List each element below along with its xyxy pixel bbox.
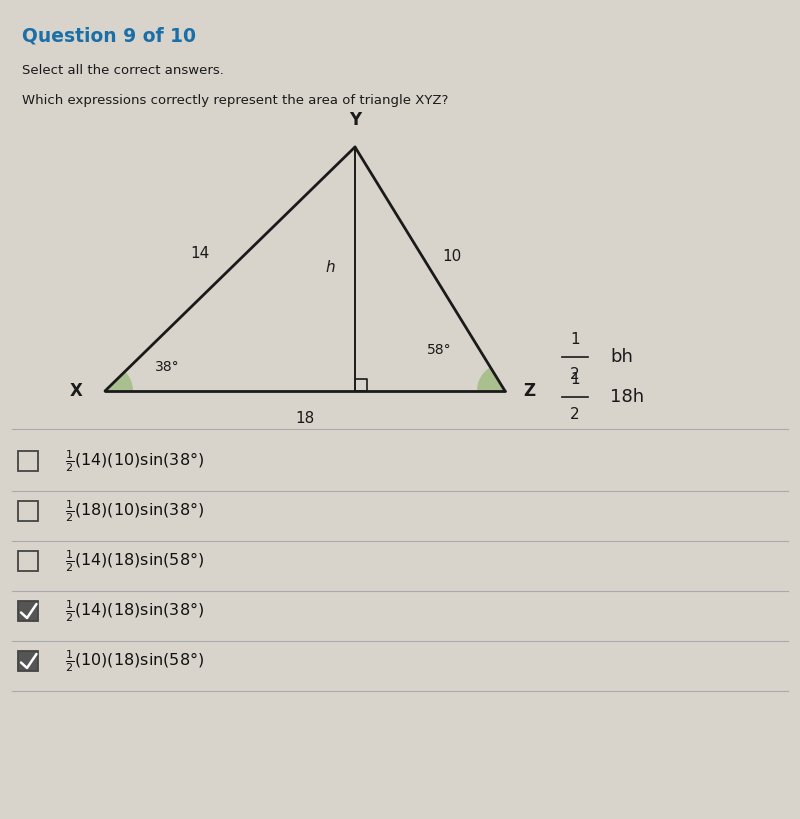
- Text: $\frac{1}{2}(18)(10)\sin(38°)$: $\frac{1}{2}(18)(10)\sin(38°)$: [65, 498, 204, 524]
- Text: 1: 1: [570, 372, 580, 387]
- Text: h: h: [326, 260, 335, 274]
- Text: Select all the correct answers.: Select all the correct answers.: [22, 64, 224, 77]
- Text: 18: 18: [295, 411, 314, 427]
- Text: Which expressions correctly represent the area of triangle XYZ?: Which expressions correctly represent th…: [22, 94, 448, 107]
- Text: bh: bh: [610, 348, 633, 366]
- Text: 1: 1: [570, 332, 580, 347]
- Text: Z: Z: [523, 382, 535, 400]
- Text: $\frac{1}{2}(14)(10)\sin(38°)$: $\frac{1}{2}(14)(10)\sin(38°)$: [65, 448, 204, 474]
- Wedge shape: [105, 372, 133, 391]
- Text: Question 9 of 10: Question 9 of 10: [22, 27, 196, 46]
- Bar: [18, 551, 38, 571]
- Bar: [18, 501, 38, 521]
- Text: 18h: 18h: [610, 388, 644, 406]
- Text: 38°: 38°: [155, 360, 180, 374]
- Text: 10: 10: [442, 250, 462, 265]
- Text: $\frac{1}{2}(14)(18)\sin(38°)$: $\frac{1}{2}(14)(18)\sin(38°)$: [65, 598, 204, 624]
- Text: X: X: [70, 382, 83, 400]
- Bar: [18, 451, 38, 471]
- Bar: [18, 601, 38, 621]
- Text: 2: 2: [570, 407, 580, 422]
- Bar: [18, 651, 38, 671]
- Text: 2: 2: [570, 367, 580, 382]
- Text: 58°: 58°: [427, 343, 452, 357]
- Text: $\frac{1}{2}(10)(18)\sin(58°)$: $\frac{1}{2}(10)(18)\sin(58°)$: [65, 648, 204, 674]
- Text: Y: Y: [349, 111, 361, 129]
- Wedge shape: [477, 367, 505, 391]
- Text: $\frac{1}{2}(14)(18)\sin(58°)$: $\frac{1}{2}(14)(18)\sin(58°)$: [65, 548, 204, 574]
- Text: 14: 14: [190, 247, 210, 261]
